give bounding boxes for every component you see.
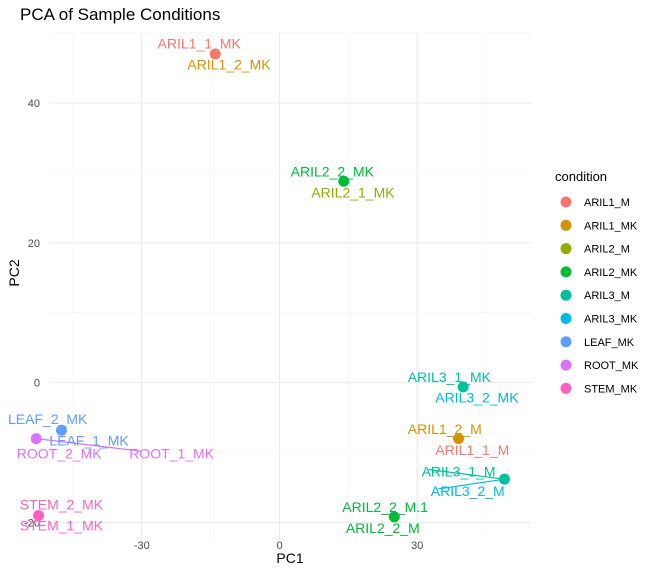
data-point [33,510,45,522]
x-tick-label: 30 [411,540,423,552]
point-label: STEM_1_MK [20,517,104,533]
legend-entry: ARIL1_M [584,197,630,209]
data-point [388,511,400,523]
legend-entry: ARIL3_M [584,290,630,302]
legend-entry: ARIL2_MK [584,267,638,279]
data-point [453,433,465,445]
label-segment [437,478,505,490]
x-tick-label: 0 [276,540,282,552]
grid-lines [50,32,532,540]
point-label: ARIL3_2_M [431,483,505,499]
legend-key [560,196,572,208]
point-labels: ARIL1_1_MK ARIL1_2_MK ARIL2_2_MK ARIL2_1_MK… [8,35,519,536]
point-label: ARIL1_2_MK [187,56,271,72]
legend-key [560,266,572,278]
legend-title: condition [555,169,607,184]
data-point [30,433,42,445]
legend-key [560,219,572,231]
legend-entry: ARIL1_MK [584,220,638,232]
legend-key [560,289,572,301]
data-point [209,48,221,60]
point-label: LEAF_1_MK [49,433,129,449]
legend-entry: ROOT_MK [584,360,639,372]
y-tick-label: 40 [28,98,40,110]
point-label: ARIL1_1_MK [158,35,242,51]
point-label: ARIL2_1_MK [311,184,395,200]
point-label: ARIL2_2_MK [291,163,375,179]
legend: condition ARIL1_M ARIL1_MK ARIL2_M ARIL2_MK… [555,169,639,395]
point-label: LEAF_2_MK [8,411,88,427]
x-axis-title: PC1 [276,550,303,566]
legend-entry: ARIL3_MK [584,314,638,326]
data-point [338,175,350,187]
point-label: STEM_2_MK [20,496,104,512]
legend-key [560,382,572,394]
legend-key [560,359,572,371]
legend-key [560,243,572,255]
label-segment [428,468,505,480]
y-axis-title: PC2 [6,259,22,286]
point-label: ARIL3_1_MK [408,369,492,385]
point-label: ARIL3_1_M [422,463,496,479]
data-point [55,424,67,436]
point-label: ARIL2_2_M.1 [342,499,428,515]
data-point [457,381,469,393]
point-label: ROOT_1_MK [129,445,214,461]
label-segments [36,438,505,490]
y-tick-label: -20 [24,518,40,530]
data-points [30,48,510,523]
legend-entry: LEAF_MK [584,337,635,349]
point-label: ARIL3_2_MK [435,389,519,405]
y-tick-label: 0 [34,378,40,390]
point-label: ARIL1_1_M [435,442,509,458]
legend-entry: STEM_MK [584,383,638,395]
legend-key [560,336,572,348]
data-point [498,473,510,485]
y-tick-label: 20 [28,238,40,250]
legend-key [560,313,572,324]
point-label: ROOT_2_MK [17,445,102,461]
x-tick-label: -30 [134,540,150,552]
chart-title: PCA of Sample Conditions [20,5,220,24]
label-segment [36,438,142,452]
tick-labels: -30 0 30 -20 0 20 40 [24,98,423,552]
legend-entry: ARIL2_M [584,244,630,256]
point-label: ARIL2_2_M [346,520,420,536]
point-label: ARIL1_2_M [408,421,482,437]
